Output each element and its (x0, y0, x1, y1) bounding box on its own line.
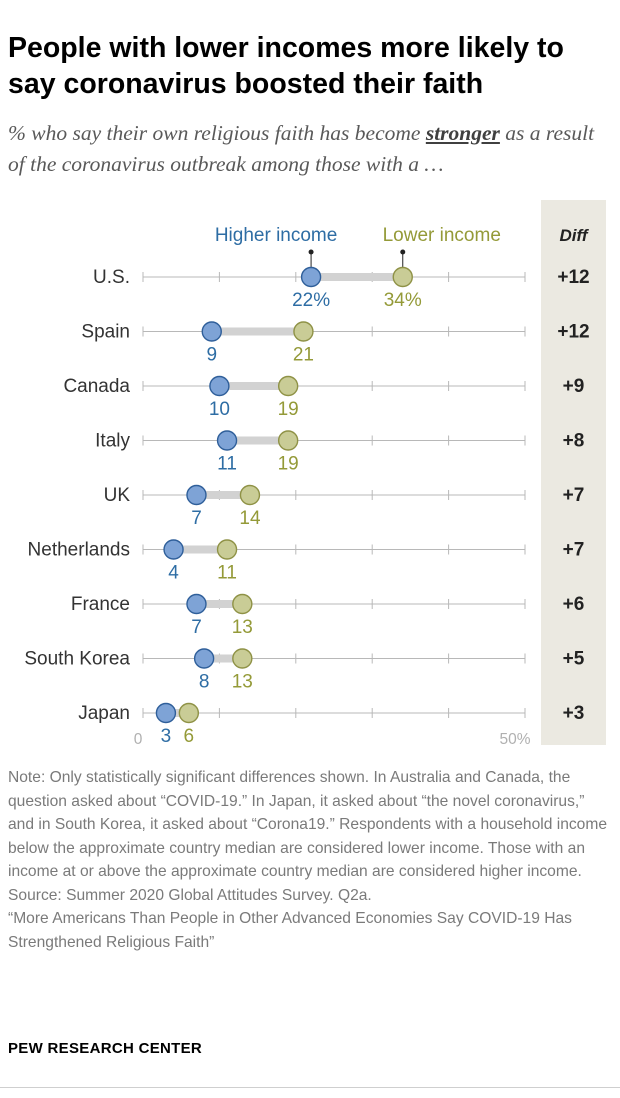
higher-income-value-label: 22% (292, 290, 330, 311)
lower-income-dot (216, 539, 238, 560)
lower-income-dot (239, 484, 261, 506)
higher-income-value-label: 11 (217, 454, 237, 475)
higher-income-dot (300, 266, 322, 288)
axis-label-max: 50% (499, 731, 530, 748)
lower-income-value-label: 13 (232, 672, 253, 693)
higher-income-value-label: 7 (191, 617, 202, 638)
note-text: Note: Only statistically significant dif… (8, 769, 608, 880)
higher-income-dot (163, 539, 184, 560)
lower-income-value-label: 14 (239, 508, 261, 529)
subtitle-emphasis: stronger (425, 121, 500, 145)
category-label: France (71, 594, 130, 615)
lower-income-value-label: 11 (217, 563, 237, 584)
higher-income-dot (216, 430, 238, 451)
subtitle-text-before: % who say their own religious faith has … (8, 121, 426, 145)
lower-income-dot (293, 321, 314, 342)
diff-value: +7 (563, 485, 585, 506)
lower-income-dot (392, 266, 413, 288)
chart-subtitle: % who say their own religious faith has … (8, 118, 613, 180)
lower-income-dot (277, 375, 299, 397)
lower-income-dot (232, 593, 253, 615)
diff-value: +12 (557, 267, 589, 288)
higher-income-dot (186, 593, 207, 615)
lower-income-dot (232, 648, 253, 669)
higher-income-dot (209, 375, 230, 397)
chart-title: People with lower incomes more likely to… (8, 32, 564, 100)
lower-income-dot (277, 430, 299, 451)
lower-income-value-label: 34% (384, 290, 422, 311)
lower-income-dot (178, 702, 200, 724)
diff-value: +9 (563, 376, 585, 397)
category-label: Netherlands (28, 540, 130, 561)
lower-income-value-label: 19 (278, 454, 299, 475)
lower-income-value-label: 19 (278, 399, 299, 420)
higher-income-value-label: 3 (161, 726, 172, 747)
higher-income-dot (193, 648, 215, 669)
higher-income-value-label: 8 (199, 672, 210, 693)
footer-divider (0, 1087, 620, 1088)
legend-lower-income: Lower income (383, 225, 501, 246)
category-label: Italy (95, 431, 130, 452)
higher-income-value-label: 7 (191, 508, 202, 529)
category-label: UK (104, 485, 131, 506)
diff-panel (541, 200, 606, 745)
lower-income-value-label: 6 (184, 726, 195, 747)
lower-income-value-label: 13 (232, 617, 253, 638)
report-title-text: “More Americans Than People in Other Adv… (8, 910, 572, 951)
category-label: U.S. (93, 267, 130, 288)
higher-income-value-label: 10 (209, 399, 230, 420)
diff-value: +7 (563, 540, 585, 561)
diff-header: Diff (559, 226, 589, 245)
diff-value: +8 (563, 431, 585, 452)
higher-income-dot (155, 702, 177, 724)
axis-label-min: 0 (134, 731, 143, 748)
diff-value: +12 (557, 322, 589, 343)
source-text: Source: Summer 2020 Global Attitudes Sur… (8, 886, 372, 904)
category-label: South Korea (24, 649, 130, 670)
lower-income-value-label: 21 (293, 345, 314, 366)
category-label: Japan (78, 703, 130, 724)
brand-logo-text: PEW RESEARCH CENTER (8, 1040, 203, 1057)
diff-value: +5 (563, 649, 585, 670)
diff-value: +6 (563, 594, 585, 615)
dot-plot-chart: Diff Higher income Lower income U.S. 22% 34% +… (24, 200, 606, 748)
diff-value: +3 (563, 703, 585, 724)
notes-section: Note: Only statistically significant dif… (8, 766, 613, 954)
subtitle-text-after: as a result of the coronavirus outbreak … (8, 121, 595, 176)
legend-leader-dot-lower (400, 249, 406, 255)
category-label: Spain (81, 322, 130, 343)
higher-income-value-label: 4 (168, 563, 179, 584)
higher-income-value-label: 9 (206, 345, 217, 366)
category-label: Canada (63, 376, 130, 397)
legend-higher-income: Higher income (215, 225, 338, 246)
legend-leader-dot-higher (308, 249, 314, 255)
higher-income-dot (186, 484, 207, 506)
higher-income-dot (201, 321, 222, 342)
